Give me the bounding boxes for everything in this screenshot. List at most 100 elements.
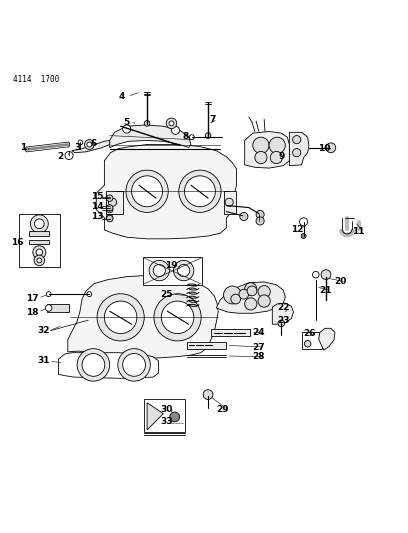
Text: 27: 27 [253, 343, 265, 351]
Circle shape [173, 261, 194, 281]
Text: 18: 18 [26, 308, 39, 317]
Circle shape [171, 126, 180, 134]
Circle shape [106, 214, 113, 221]
Polygon shape [68, 276, 218, 358]
Circle shape [253, 137, 269, 154]
Circle shape [205, 133, 211, 139]
Circle shape [313, 271, 319, 278]
Text: 29: 29 [216, 405, 228, 414]
Circle shape [184, 176, 215, 207]
Circle shape [123, 125, 131, 133]
Text: 15: 15 [91, 192, 104, 201]
Circle shape [132, 176, 162, 207]
Text: 3: 3 [74, 143, 80, 152]
Polygon shape [96, 144, 237, 239]
Text: 2: 2 [58, 152, 64, 161]
Circle shape [256, 217, 264, 225]
Circle shape [304, 341, 311, 347]
Circle shape [245, 298, 257, 310]
Bar [106, 191, 123, 214]
Bar [224, 191, 236, 214]
Circle shape [77, 349, 110, 381]
Polygon shape [58, 353, 158, 378]
Bar [29, 240, 49, 244]
Circle shape [269, 137, 285, 154]
Circle shape [154, 294, 201, 341]
Circle shape [203, 390, 213, 399]
Polygon shape [110, 125, 191, 148]
Text: 30: 30 [160, 405, 173, 414]
Circle shape [65, 151, 73, 159]
Polygon shape [147, 403, 163, 430]
Circle shape [256, 211, 264, 219]
Circle shape [97, 294, 144, 341]
Bar [302, 333, 322, 349]
Text: 7: 7 [209, 115, 215, 124]
Text: 8: 8 [183, 132, 189, 141]
Circle shape [82, 353, 105, 376]
Circle shape [84, 140, 94, 149]
Text: 11: 11 [352, 228, 365, 237]
Text: 19: 19 [165, 261, 178, 270]
Circle shape [87, 142, 92, 147]
Circle shape [106, 206, 113, 213]
Text: 9: 9 [278, 152, 284, 161]
Bar [47, 304, 69, 312]
Polygon shape [272, 303, 293, 324]
Polygon shape [245, 132, 289, 168]
Circle shape [189, 135, 194, 140]
Bar [211, 329, 250, 336]
Circle shape [231, 294, 241, 304]
Circle shape [45, 305, 52, 311]
Circle shape [170, 412, 180, 422]
Circle shape [106, 195, 113, 201]
Text: 1: 1 [20, 143, 26, 152]
Circle shape [126, 170, 168, 213]
Polygon shape [289, 132, 309, 166]
Text: 25: 25 [160, 289, 173, 298]
Circle shape [118, 349, 150, 381]
Circle shape [239, 289, 249, 299]
Circle shape [30, 215, 48, 233]
Bar [19, 214, 60, 266]
Text: 5: 5 [124, 118, 130, 127]
Circle shape [293, 135, 301, 144]
Circle shape [78, 140, 83, 145]
Circle shape [87, 292, 92, 296]
Circle shape [34, 255, 44, 265]
Bar [143, 257, 202, 285]
Circle shape [321, 270, 331, 279]
Circle shape [106, 215, 113, 222]
Text: 12: 12 [291, 225, 304, 235]
Circle shape [278, 320, 284, 327]
Text: 16: 16 [11, 238, 23, 247]
Bar [187, 342, 226, 349]
Polygon shape [319, 328, 335, 350]
Text: 24: 24 [253, 328, 265, 337]
Circle shape [177, 264, 190, 277]
Text: 20: 20 [334, 278, 346, 286]
Circle shape [258, 286, 270, 298]
Circle shape [255, 151, 267, 164]
Circle shape [224, 286, 242, 304]
Circle shape [153, 264, 165, 277]
Text: 31: 31 [37, 357, 50, 365]
Circle shape [104, 301, 137, 334]
Text: 14: 14 [91, 202, 104, 211]
Circle shape [245, 283, 257, 295]
Circle shape [240, 213, 248, 221]
Text: 28: 28 [253, 352, 265, 361]
Text: 4: 4 [119, 92, 125, 101]
Circle shape [301, 233, 306, 238]
Circle shape [33, 246, 46, 259]
Circle shape [166, 118, 177, 128]
Text: 26: 26 [304, 329, 316, 338]
Polygon shape [216, 282, 285, 313]
Circle shape [258, 295, 270, 307]
Text: 17: 17 [26, 294, 39, 303]
Text: 23: 23 [277, 316, 290, 325]
Circle shape [123, 353, 145, 376]
Text: 10: 10 [318, 144, 330, 153]
Text: 21: 21 [320, 286, 332, 295]
Text: 33: 33 [160, 417, 173, 426]
